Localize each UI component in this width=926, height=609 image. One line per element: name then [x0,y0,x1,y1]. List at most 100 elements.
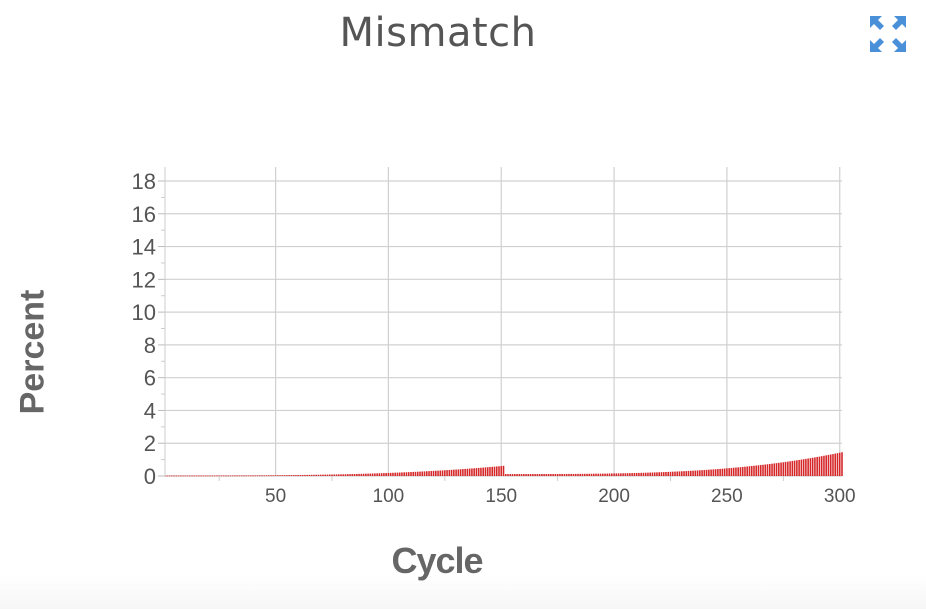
bar [823,455,825,476]
bar [534,474,536,476]
bar [398,472,401,476]
bar [773,463,776,476]
bar [365,473,367,476]
bar [676,471,679,476]
bar [723,468,726,476]
expand-button[interactable] [866,12,910,56]
bar [349,474,351,476]
bar [694,470,697,476]
bar [784,461,787,476]
bar [606,473,609,476]
bar [387,472,390,476]
x-tick-label: 250 [711,486,743,507]
bar [692,470,694,476]
bar [737,467,739,476]
bar [222,475,225,477]
bar [545,474,548,476]
bar [568,473,570,476]
bar [480,467,482,476]
bar [290,475,293,476]
bar [811,457,814,476]
bar [450,469,453,476]
bar [656,472,658,476]
bar [793,460,796,476]
bar [277,475,279,477]
bar [270,475,272,477]
bar [500,466,503,476]
bar [344,474,347,476]
bar [410,472,412,476]
bar [554,473,557,476]
bar [180,475,182,477]
bar [170,475,173,477]
bar [787,461,789,476]
bar [367,473,369,476]
bar [597,473,600,476]
bar [802,459,805,476]
bar [435,470,437,476]
bar [347,474,349,476]
bar [631,473,633,476]
bar [680,471,683,476]
bar [798,459,800,476]
bar [286,475,288,476]
bar [256,475,259,477]
bar [462,469,464,476]
bar [186,475,189,477]
bar [696,470,699,476]
bar [735,467,737,476]
bar [493,466,496,476]
bar [719,468,721,476]
bar [769,463,771,476]
bar [674,471,676,476]
bar [405,472,408,476]
bar [484,467,487,476]
bar [209,475,211,477]
bar [319,474,322,476]
bar [310,474,313,476]
bar [389,472,392,476]
x-tick-label: 300 [824,486,856,507]
bar [254,475,257,477]
bar [588,473,591,476]
bar [550,474,552,476]
bar [236,475,238,477]
y-tick-label: 18 [132,169,156,194]
bar [419,471,421,476]
bar [331,474,333,476]
bar [468,468,471,476]
bar [471,468,473,476]
bar [439,470,442,476]
y-tick-label: 4 [144,398,156,423]
bar [687,470,690,476]
bar [247,475,250,477]
bar [579,473,582,476]
bar [317,474,320,476]
bar [559,473,561,476]
bar [362,473,365,476]
bar [446,470,448,476]
bar [234,475,236,477]
bar [502,465,505,476]
bar [240,475,243,477]
bar [227,475,229,477]
bar [265,475,268,477]
bar [412,471,415,476]
bar [563,473,566,476]
bar [455,469,457,476]
bar [466,468,469,476]
bar [403,472,405,476]
bar [834,453,837,476]
y-tick-label: 14 [132,235,156,260]
bar [662,472,665,476]
bar [464,468,466,476]
bar [274,475,277,477]
bar [527,474,530,476]
bar [577,473,579,476]
bar [805,458,807,476]
bar [295,475,297,476]
bar [193,475,196,477]
bar [757,465,760,476]
bar [759,465,762,476]
bar [279,475,281,476]
